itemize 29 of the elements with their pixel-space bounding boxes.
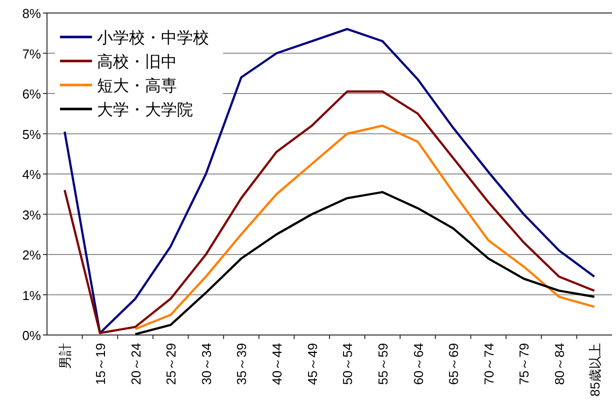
legend-label: 短大・高専 xyxy=(97,77,177,95)
y-tick-label: 4% xyxy=(22,167,42,182)
x-tick-label: 55～59 xyxy=(375,343,390,385)
y-tick-label: 2% xyxy=(22,248,42,262)
x-tick-label: 15～19 xyxy=(92,343,108,385)
x-tick-label: 60～64 xyxy=(410,343,426,385)
y-tick-label: 6% xyxy=(22,86,42,102)
x-tick-label: 40～44 xyxy=(270,343,285,385)
y-tick-label: 7% xyxy=(22,46,42,62)
y-tick-label: 5% xyxy=(22,126,42,142)
x-tick-label: 75～79 xyxy=(516,343,532,385)
y-tick-label: 8% xyxy=(22,6,42,21)
x-tick-label: 80～84 xyxy=(552,343,568,385)
x-tick-label: 70～74 xyxy=(481,343,496,385)
x-tick-label: 50～54 xyxy=(340,343,356,385)
legend-label: 小学校・中学校 xyxy=(97,29,209,47)
x-tick-label: 30～34 xyxy=(198,343,214,385)
x-tick-label: 45～49 xyxy=(304,343,320,385)
y-tick-label: 1% xyxy=(22,288,42,303)
x-tick-label: 35～39 xyxy=(234,343,250,385)
x-tick-label: 男計 xyxy=(58,343,73,369)
x-tick-label: 20～24 xyxy=(128,343,144,385)
legend-label: 高校・旧中 xyxy=(97,53,177,71)
legend-label: 大学・大学院 xyxy=(97,101,193,119)
x-tick-label: 25～29 xyxy=(164,343,179,385)
y-tick-label: 3% xyxy=(22,207,42,222)
x-tick-label: 85歳以上 xyxy=(587,343,602,396)
y-tick-label: 0% xyxy=(22,328,42,343)
x-tick-label: 65～69 xyxy=(446,343,462,385)
